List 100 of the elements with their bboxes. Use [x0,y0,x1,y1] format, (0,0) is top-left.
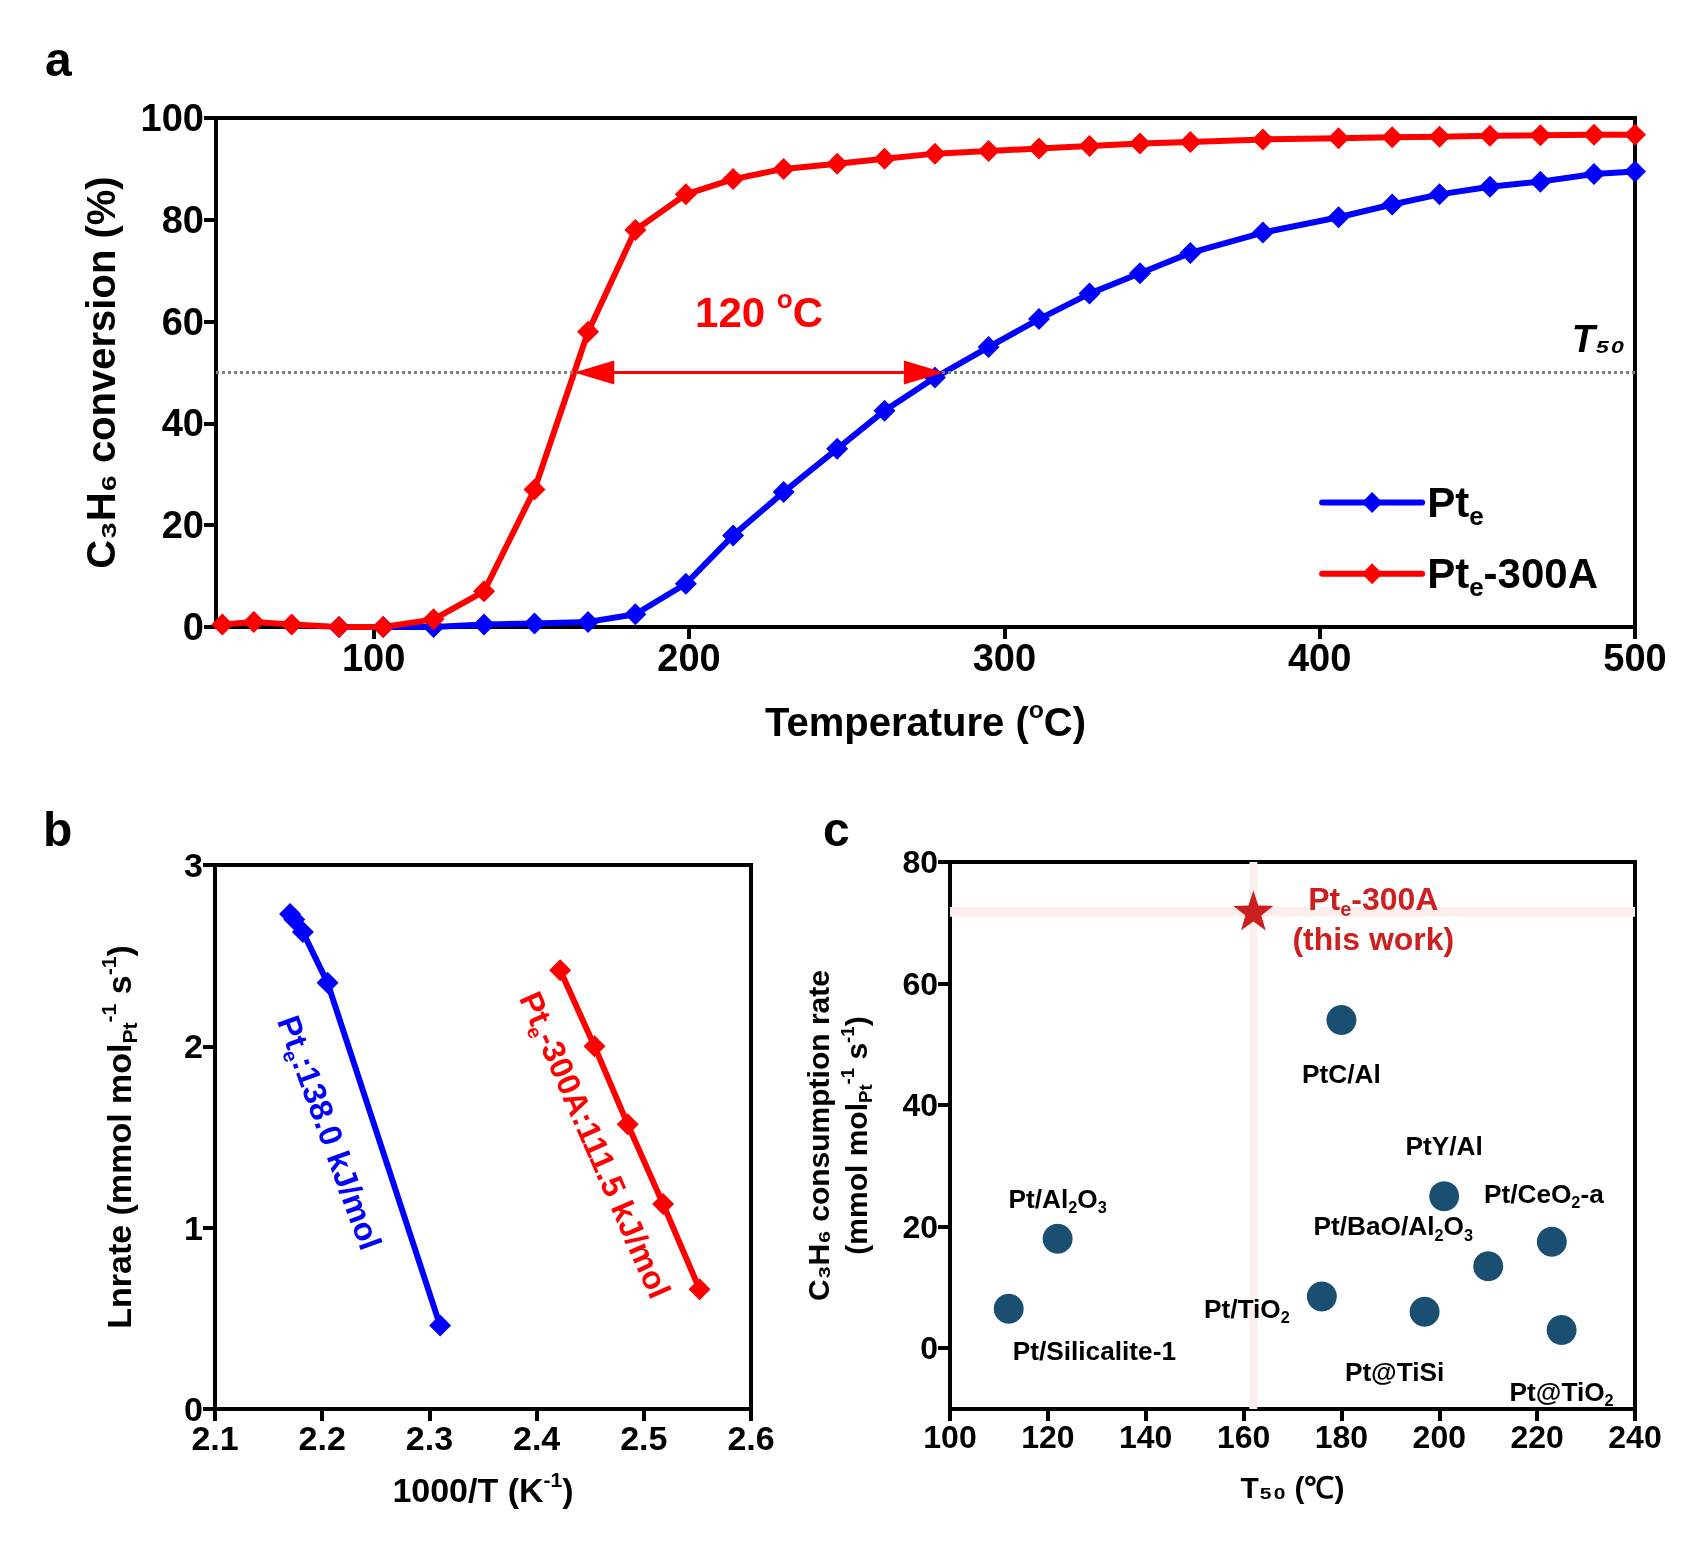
x-tick-label: 500 [1603,637,1667,679]
y-tick-label: 40 [902,1087,938,1124]
point [1473,1251,1504,1282]
point [1429,1181,1460,1212]
chart-title: a [45,32,72,86]
y-tick-label: 80 [902,844,938,880]
y-tick-label: 2 [184,1027,203,1066]
point [473,580,496,603]
point [1624,123,1646,146]
point [1327,127,1350,150]
point [1028,308,1051,331]
point [1583,162,1606,185]
annotation: Pt@TiSi [1344,1356,1445,1387]
point [923,142,946,165]
y-tick-label: 0 [920,1330,938,1367]
point [211,613,234,636]
y-tick-label: 20 [902,1208,938,1245]
point [316,971,339,994]
point [1078,134,1101,157]
point [422,608,445,631]
point [674,183,697,206]
point [1233,890,1274,931]
point [977,336,1000,359]
point [1546,1315,1577,1345]
y-tick-label: 80 [161,198,204,241]
point [674,572,697,595]
point [1428,183,1451,206]
point [523,612,546,635]
x-tick-label: 160 [1216,1419,1271,1455]
x-tick-label: 300 [972,637,1037,679]
y-tick-label: 20 [161,504,204,547]
annotation: Pt/Silicalite-1 [1012,1335,1177,1366]
point [993,1293,1024,1324]
point [1529,124,1552,147]
point [1478,124,1501,147]
x-tick-label: 220 [1510,1419,1564,1455]
chart-title: c [823,802,850,856]
point [1409,1296,1440,1327]
y-tick-label: 3 [184,846,203,884]
point [473,613,496,636]
point [1128,262,1151,285]
point [1251,128,1274,151]
x-tick-label: 2.2 [298,1419,346,1457]
point [1306,1281,1337,1312]
point [429,1314,452,1337]
x-tick-label: 2.3 [405,1419,454,1457]
point [1478,175,1501,198]
point [577,320,600,343]
y-tick-label: 1 [184,1208,203,1247]
point [1529,170,1552,193]
x-tick-label: 240 [1608,1419,1662,1455]
point [1583,123,1606,146]
y-axis-title: Lnrate (mmol molPt-1 s-1) [96,945,141,1329]
point [722,168,745,191]
x-tick-label: 2.6 [727,1419,775,1457]
point [624,603,647,626]
y-tick-label: 0 [182,606,204,648]
x-tick-label: 2.4 [512,1419,561,1457]
point [242,610,265,633]
point [577,610,600,633]
y-tick-label: 60 [902,965,938,1002]
point [1381,193,1404,216]
annotation: PtY/Al [1405,1131,1483,1162]
point [291,921,314,944]
x-axis-title: T₅₀ (℃) [1240,1471,1345,1505]
x-tick-label: 180 [1314,1419,1369,1455]
point [1251,221,1274,244]
point [523,478,546,501]
point [977,140,1000,163]
point [772,481,795,504]
point [772,157,795,180]
point [1624,160,1646,183]
x-tick-label: 120 [1021,1419,1075,1455]
point [624,218,647,241]
y-tick-label: 40 [161,402,204,445]
point [1128,132,1151,155]
x-tick-label: 200 [657,637,721,679]
y-tick-label: 60 [161,300,204,343]
point [1536,1226,1567,1257]
point [873,399,896,422]
point [1042,1223,1073,1254]
x-tick-label: 200 [1412,1419,1466,1455]
chart-title: b [43,802,73,856]
annotation: PtC/Al [1302,1059,1381,1090]
point [1078,282,1101,305]
y-tick-label: 100 [140,97,204,139]
x-tick-label: 2.5 [620,1419,668,1457]
y-tick-label: 0 [184,1390,203,1428]
point [1326,1005,1357,1036]
point [873,147,896,170]
point [1179,241,1202,264]
point [1179,130,1202,153]
y-axis-title: C₃H₆ conversion (%) [79,176,123,569]
x-tick-label: 140 [1119,1419,1173,1455]
point [1327,206,1350,229]
point [280,613,303,636]
point [722,524,745,547]
point [1028,137,1051,160]
point [688,1278,711,1301]
point [1428,125,1451,148]
